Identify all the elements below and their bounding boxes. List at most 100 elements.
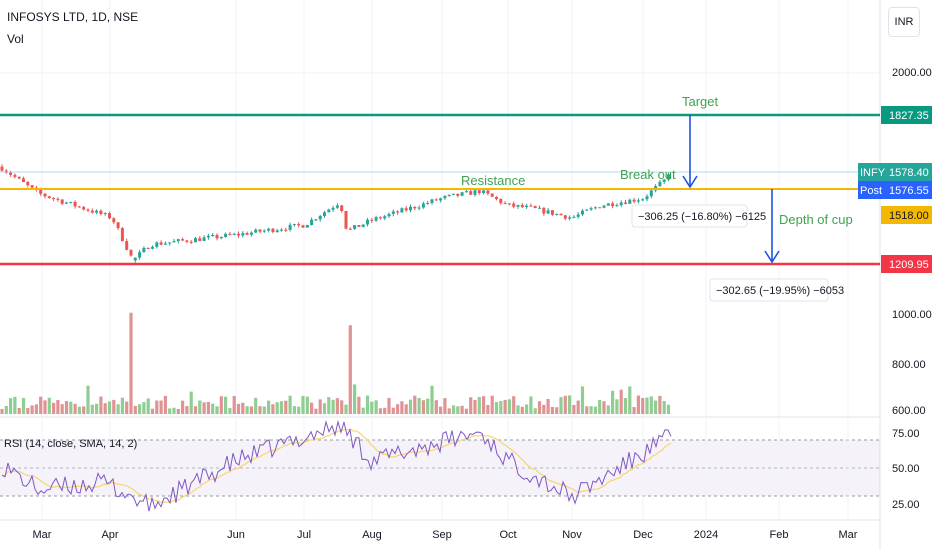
candle bbox=[391, 211, 395, 214]
candle bbox=[344, 211, 348, 229]
volume-bar bbox=[202, 402, 206, 414]
candle bbox=[95, 210, 99, 213]
volume-bar bbox=[623, 398, 628, 414]
candle bbox=[82, 206, 86, 210]
volume-bar bbox=[430, 385, 434, 414]
candle bbox=[318, 216, 322, 220]
volume-bar bbox=[598, 399, 602, 414]
candle bbox=[224, 233, 228, 237]
candle bbox=[361, 224, 365, 227]
x-tick-label: Mar bbox=[33, 529, 52, 541]
volume-bar bbox=[181, 400, 185, 414]
candle bbox=[486, 190, 490, 194]
candle bbox=[443, 195, 447, 199]
volume-bar bbox=[56, 399, 60, 414]
volume-bar bbox=[572, 404, 576, 414]
candle bbox=[383, 216, 387, 219]
candle bbox=[120, 228, 124, 242]
candle bbox=[103, 213, 107, 215]
volume-bar bbox=[469, 397, 473, 414]
volume-bar bbox=[249, 406, 253, 414]
candle bbox=[529, 205, 533, 207]
candle bbox=[301, 225, 305, 228]
candle bbox=[189, 241, 193, 243]
volume-bar bbox=[120, 397, 124, 414]
candle bbox=[17, 176, 21, 179]
candle bbox=[219, 236, 223, 239]
volume-bar bbox=[52, 402, 56, 414]
candle bbox=[658, 181, 662, 187]
volume-bar bbox=[503, 399, 507, 414]
volume-bar bbox=[507, 399, 511, 414]
volume-bar bbox=[64, 401, 69, 414]
volume-bar bbox=[628, 386, 632, 414]
volume-bar bbox=[340, 400, 344, 414]
volume-bar bbox=[426, 398, 430, 414]
candle bbox=[90, 210, 94, 213]
support-price-text: 1209.95 bbox=[889, 259, 929, 271]
candle bbox=[39, 189, 43, 194]
candle bbox=[452, 193, 455, 195]
candle bbox=[327, 209, 331, 213]
candle bbox=[559, 213, 563, 216]
volume-bar bbox=[335, 398, 339, 414]
volume-bar bbox=[370, 401, 374, 414]
candle bbox=[297, 223, 301, 226]
candle bbox=[357, 225, 361, 227]
volume-bar bbox=[434, 400, 438, 414]
candle bbox=[73, 201, 77, 207]
x-tick-label: Dec bbox=[633, 529, 653, 541]
volume-bar bbox=[142, 402, 146, 414]
volume-bar bbox=[550, 406, 554, 414]
volume-bar bbox=[73, 403, 77, 414]
candle bbox=[43, 193, 47, 197]
volume-bar bbox=[486, 405, 490, 414]
candle bbox=[348, 228, 352, 230]
volume-bar bbox=[585, 406, 589, 414]
volume-bar bbox=[232, 395, 236, 414]
candle bbox=[254, 229, 258, 233]
volume-bar bbox=[490, 395, 494, 414]
candle bbox=[314, 219, 318, 221]
candle bbox=[232, 233, 236, 235]
candle bbox=[649, 190, 653, 197]
candle bbox=[305, 225, 309, 228]
volume-bar bbox=[451, 405, 456, 414]
x-tick-label: Oct bbox=[499, 529, 516, 541]
candle bbox=[86, 209, 90, 211]
volume-bar bbox=[576, 400, 580, 414]
candle bbox=[581, 210, 584, 215]
chart-background bbox=[0, 0, 880, 550]
volume-bar bbox=[86, 385, 90, 414]
volume-bar bbox=[568, 395, 572, 414]
volume-bar bbox=[236, 403, 241, 414]
candle bbox=[323, 212, 326, 217]
x-tick-label: Mar bbox=[839, 529, 858, 541]
volume-bar bbox=[271, 404, 275, 414]
x-tick-label: Apr bbox=[101, 529, 118, 541]
rsi-tick-50: 50.00 bbox=[892, 463, 920, 475]
volume-bar bbox=[163, 395, 167, 414]
candle bbox=[198, 238, 202, 241]
candle bbox=[434, 199, 438, 201]
volume-bar bbox=[228, 408, 232, 414]
currency-button[interactable]: INR bbox=[888, 7, 920, 37]
volume-bar bbox=[387, 397, 391, 414]
x-tick-label: Jun bbox=[227, 529, 245, 541]
candle bbox=[249, 232, 253, 235]
volume-tick-1000: 1000.00 bbox=[892, 309, 932, 321]
resistance-price-tag bbox=[881, 206, 932, 224]
candle bbox=[417, 207, 421, 209]
volume-bar bbox=[361, 407, 365, 414]
candle bbox=[151, 246, 154, 249]
resistance-price-text: 1518.00 bbox=[889, 210, 929, 222]
candle bbox=[340, 205, 344, 212]
volume-bar bbox=[378, 408, 382, 414]
volume-bar bbox=[593, 406, 597, 414]
volume-bar bbox=[103, 403, 107, 414]
candle bbox=[460, 192, 464, 196]
volume-bar bbox=[477, 397, 481, 414]
volume-bar bbox=[301, 395, 305, 414]
volume-bar bbox=[533, 408, 537, 414]
